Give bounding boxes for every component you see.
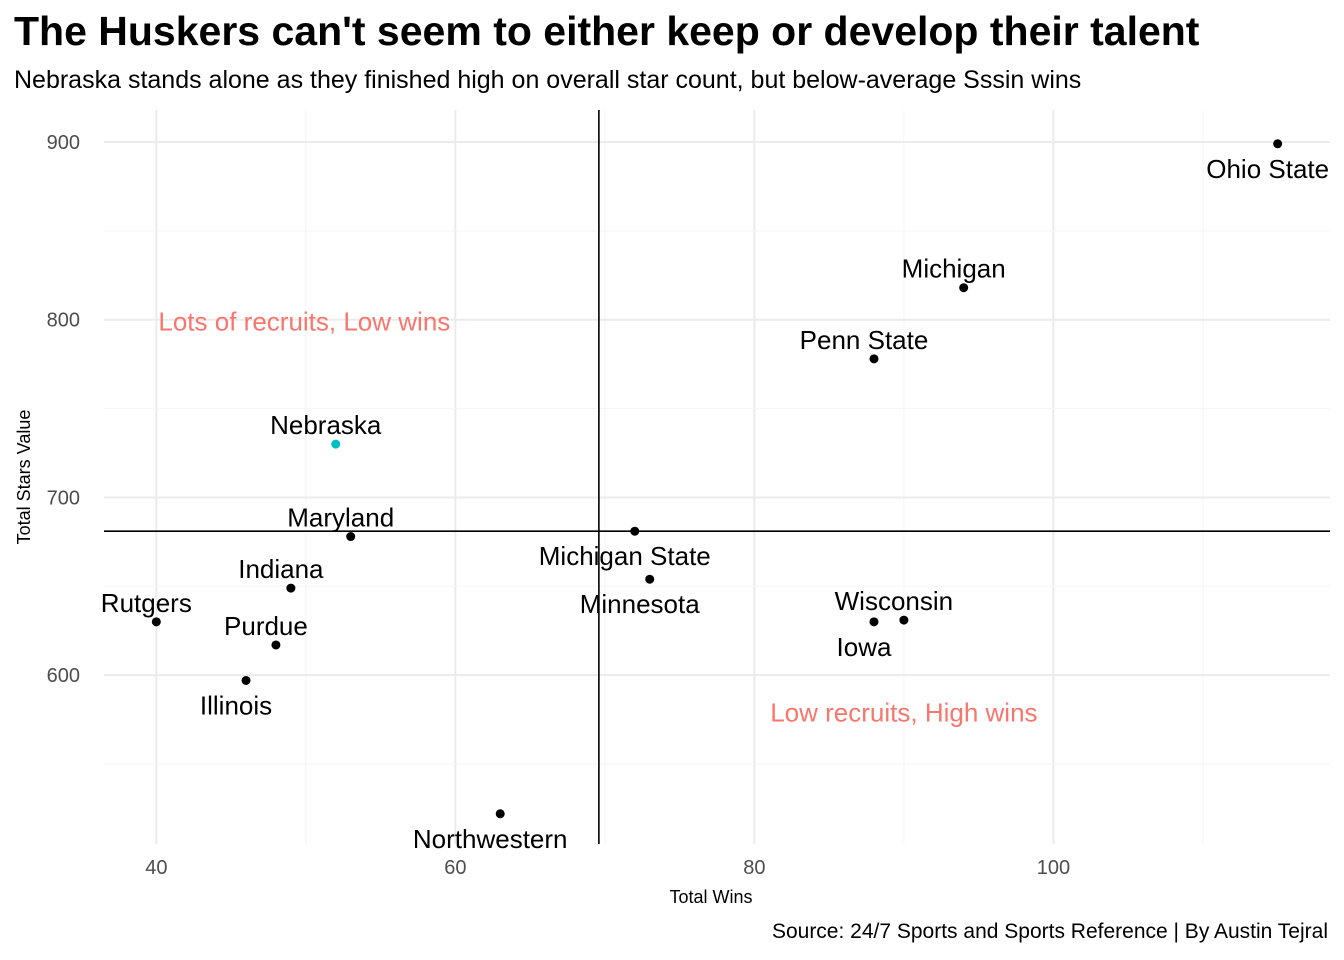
point-label: Iowa bbox=[837, 632, 892, 662]
data-point bbox=[495, 809, 505, 819]
quadrant-annotations: Lots of recruits, Low wins Low recruits, … bbox=[158, 306, 1037, 727]
point-label: Michigan State bbox=[539, 541, 711, 571]
x-tick-label: 100 bbox=[1037, 857, 1070, 879]
data-points bbox=[151, 139, 1283, 819]
data-point bbox=[869, 354, 879, 364]
y-axis-title: Total Stars Value bbox=[14, 410, 34, 545]
quadrant-annotation: Lots of recruits, Low wins bbox=[158, 306, 450, 336]
grid-lines bbox=[104, 110, 1330, 844]
point-label: Northwestern bbox=[413, 824, 568, 854]
x-tick-label: 40 bbox=[145, 857, 167, 879]
x-tick-label: 60 bbox=[444, 857, 466, 879]
y-tick-label: 700 bbox=[47, 487, 80, 509]
data-point bbox=[630, 526, 640, 536]
data-point bbox=[241, 675, 251, 685]
point-label: Penn State bbox=[800, 325, 929, 355]
point-label: Nebraska bbox=[270, 410, 382, 440]
data-point bbox=[331, 439, 341, 449]
point-label: Wisconsin bbox=[835, 586, 953, 616]
y-tick-label: 900 bbox=[47, 132, 80, 154]
data-point bbox=[899, 615, 909, 625]
x-axis-title: Total Wins bbox=[669, 887, 752, 907]
data-point bbox=[869, 617, 879, 627]
chart-title: The Huskers can't seem to either keep or… bbox=[14, 8, 1200, 54]
data-point bbox=[959, 283, 969, 293]
y-tick-label: 600 bbox=[47, 665, 80, 687]
chart-subtitle: Nebraska stands alone as they finished h… bbox=[14, 66, 1082, 94]
point-label: Purdue bbox=[224, 611, 308, 641]
data-point bbox=[1273, 139, 1283, 149]
point-label: Ohio State bbox=[1206, 154, 1329, 184]
data-point bbox=[645, 574, 655, 584]
point-label: Illinois bbox=[200, 690, 272, 720]
point-label: Minnesota bbox=[580, 589, 700, 619]
point-label: Michigan bbox=[902, 254, 1006, 284]
data-point bbox=[346, 532, 356, 542]
reference-lines bbox=[104, 110, 1330, 844]
data-point bbox=[151, 617, 161, 627]
quadrant-annotation: Low recruits, High wins bbox=[770, 697, 1037, 727]
data-point bbox=[271, 640, 281, 650]
point-labels: Ohio State Michigan Penn State Nebraska Mary… bbox=[101, 154, 1329, 854]
data-point bbox=[286, 583, 296, 593]
y-axis-ticks: 600 700 800 900 bbox=[47, 132, 80, 687]
point-label: Indiana bbox=[238, 554, 324, 584]
chart-caption: Source: 24/7 Sports and Sports Reference… bbox=[771, 920, 1328, 943]
point-label: Rutgers bbox=[101, 588, 192, 618]
x-axis-ticks: 40 60 80 100 bbox=[145, 857, 1070, 879]
x-tick-label: 80 bbox=[743, 857, 765, 879]
y-tick-label: 800 bbox=[47, 310, 80, 332]
point-label: Maryland bbox=[287, 503, 394, 533]
